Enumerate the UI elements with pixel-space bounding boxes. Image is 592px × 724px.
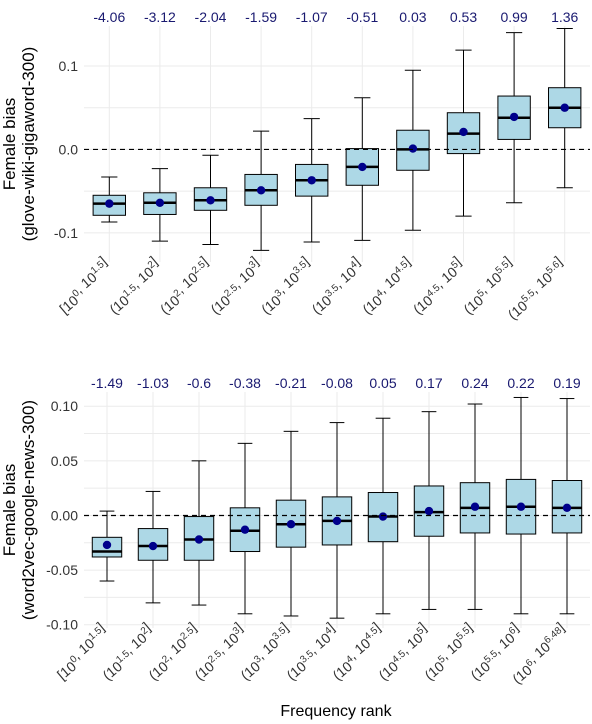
mean-point bbox=[516, 502, 526, 511]
mean-label: -1.03 bbox=[137, 375, 169, 391]
x-tick-label: (104.5, 105] bbox=[402, 253, 471, 317]
y-tick-label: 0.0 bbox=[59, 141, 79, 157]
box-1 bbox=[91, 510, 123, 582]
box-10 bbox=[548, 28, 582, 189]
box-5 bbox=[275, 430, 307, 617]
mean-label: -0.6 bbox=[187, 375, 211, 391]
mean-label: 0.99 bbox=[500, 9, 527, 25]
mean-point bbox=[378, 512, 388, 521]
mean-label: -0.08 bbox=[321, 375, 353, 391]
box-1 bbox=[92, 176, 126, 223]
x-tick-label: (103, 103.5] bbox=[250, 253, 319, 317]
box-3 bbox=[183, 460, 215, 606]
box-6 bbox=[345, 97, 379, 241]
mean-point bbox=[286, 520, 296, 529]
mean-label: 0.22 bbox=[507, 375, 534, 391]
mean-point bbox=[562, 503, 572, 513]
x-tick-label: (104, 104.5] bbox=[352, 253, 421, 317]
mean-label: -1.59 bbox=[245, 9, 277, 25]
mean-label: 0.17 bbox=[415, 375, 442, 391]
box-2 bbox=[143, 168, 177, 242]
svg-text:(104, 104.5]: (104, 104.5] bbox=[352, 253, 421, 317]
panel-1: -0.1 0.0 0.1 Female bias(glove-wiki-gigawor… bbox=[0, 9, 590, 323]
mean-label: -3.12 bbox=[144, 9, 176, 25]
y-tick-label: 0.1 bbox=[59, 58, 79, 74]
mean-label: -1.07 bbox=[296, 9, 328, 25]
svg-text:(104.5, 105]: (104.5, 105] bbox=[402, 253, 471, 317]
mean-point bbox=[408, 144, 418, 153]
mean-point bbox=[105, 199, 114, 208]
mean-label: 1.36 bbox=[551, 9, 578, 25]
mean-label: 0.24 bbox=[461, 375, 488, 391]
y-tick-label: 0.05 bbox=[51, 453, 78, 469]
y-axis-title: Female bias(word2vec-google-news-300) bbox=[0, 400, 38, 620]
box-5 bbox=[295, 118, 329, 243]
y-tick-label: -0.1 bbox=[54, 225, 78, 241]
mean-point bbox=[509, 112, 519, 122]
box-4 bbox=[244, 130, 278, 251]
svg-text:(101.5, 102]: (101.5, 102] bbox=[99, 253, 168, 317]
svg-text:(103, 103.5]: (103, 103.5] bbox=[250, 253, 319, 317]
mean-label: 0.05 bbox=[369, 375, 396, 391]
box-8 bbox=[446, 49, 481, 217]
box-6 bbox=[321, 422, 353, 619]
x-tick-label: (101.5, 102] bbox=[99, 253, 168, 317]
mean-point bbox=[155, 198, 165, 207]
mean-label: -4.06 bbox=[93, 9, 125, 25]
svg-text:(102, 102.5]: (102, 102.5] bbox=[149, 253, 218, 317]
svg-text:(103.5, 104]: (103.5, 104] bbox=[301, 253, 370, 317]
mean-point bbox=[307, 176, 316, 185]
box-9 bbox=[459, 403, 491, 610]
y-axis-title: Female bias(glove-wiki-gigaword-300) bbox=[0, 47, 38, 242]
mean-point bbox=[240, 525, 250, 534]
mean-label: -2.04 bbox=[195, 9, 227, 25]
mean-label: 0.03 bbox=[399, 9, 426, 25]
mean-point bbox=[206, 196, 215, 205]
mean-point bbox=[332, 516, 342, 526]
y-tick-label: 0.10 bbox=[51, 398, 78, 414]
x-tick-label: (103.5, 104] bbox=[301, 253, 370, 317]
x-tick-label: (102.5, 103] bbox=[200, 253, 269, 317]
box-10 bbox=[505, 396, 537, 615]
svg-text:(102.5, 103]: (102.5, 103] bbox=[200, 253, 269, 317]
mean-label: -1.49 bbox=[91, 375, 123, 391]
box-2 bbox=[137, 490, 169, 604]
x-tick-label: (102, 102.5] bbox=[149, 253, 218, 317]
mean-label: 0.53 bbox=[450, 9, 477, 25]
mean-label: -0.51 bbox=[346, 9, 378, 25]
y-tick-label: -0.10 bbox=[46, 617, 78, 633]
box-9 bbox=[497, 32, 531, 204]
mean-point bbox=[560, 103, 569, 112]
mean-point bbox=[459, 127, 468, 137]
box-8 bbox=[413, 411, 445, 610]
mean-point bbox=[358, 162, 367, 172]
mean-label: -0.38 bbox=[229, 375, 261, 391]
mean-point bbox=[148, 541, 158, 551]
box-7 bbox=[367, 417, 399, 615]
mean-point bbox=[470, 502, 480, 511]
mean-label: -0.21 bbox=[275, 375, 307, 391]
panel-2: -0.10 -0.05 0.00 0.05 0.10 Female bias(word2v… bbox=[0, 375, 590, 687]
mean-point bbox=[424, 506, 434, 516]
box-4 bbox=[229, 442, 261, 615]
mean-point bbox=[102, 540, 112, 550]
y-tick-label: 0.00 bbox=[51, 507, 78, 523]
x-axis-title: Frequency rank bbox=[280, 703, 392, 720]
box-11 bbox=[551, 398, 583, 615]
box-7 bbox=[396, 69, 430, 231]
mean-point bbox=[194, 535, 204, 544]
mean-label: 0.19 bbox=[553, 375, 580, 391]
box-3 bbox=[193, 154, 228, 245]
mean-point bbox=[256, 186, 266, 195]
y-tick-label: -0.05 bbox=[46, 562, 78, 578]
